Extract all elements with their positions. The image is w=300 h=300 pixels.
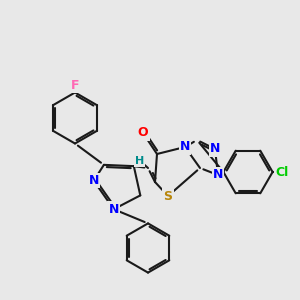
Text: N: N [180,140,190,154]
Text: N: N [109,203,119,216]
Text: H: H [135,155,144,166]
Text: F: F [71,79,79,92]
Text: O: O [138,127,148,140]
Text: N: N [213,169,223,182]
Text: N: N [88,174,99,187]
Text: Cl: Cl [276,166,289,178]
Text: S: S [164,190,172,202]
Text: N: N [210,142,220,155]
